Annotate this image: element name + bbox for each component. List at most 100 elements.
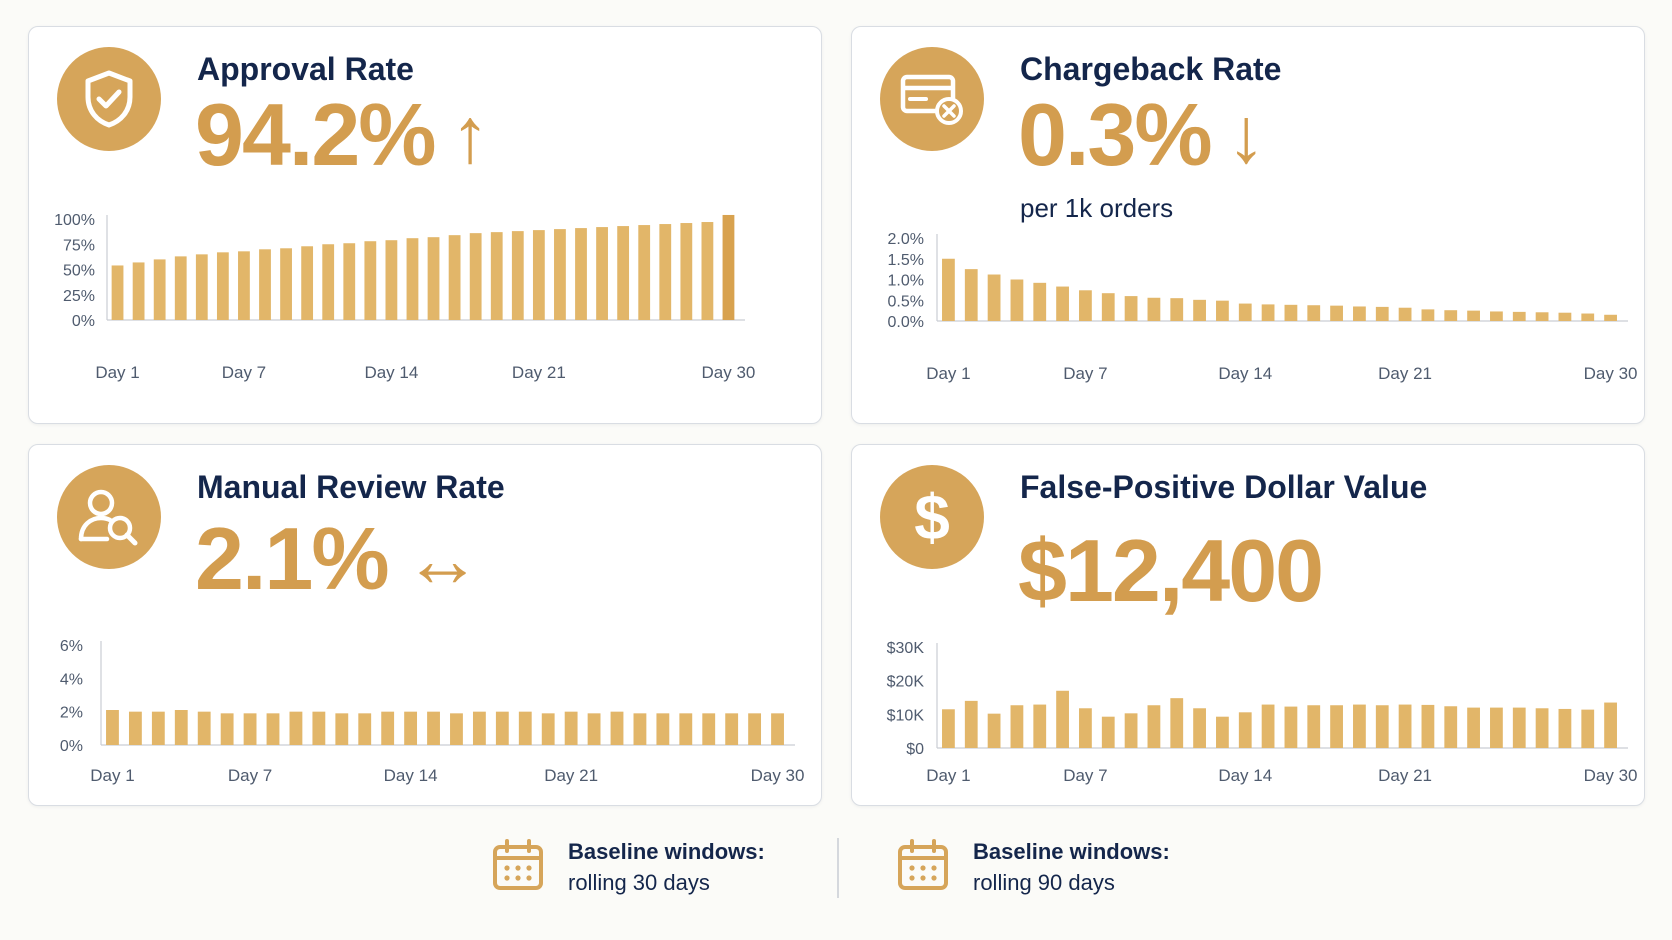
false-positive-dollar-value-row: $12,400 [1018, 527, 1324, 615]
x-tick-label: Day 21 [512, 363, 566, 382]
y-tick-label: 75% [63, 237, 95, 254]
bar [381, 711, 395, 745]
bar [1033, 282, 1047, 321]
bar [1490, 311, 1503, 321]
bar [195, 254, 208, 320]
bar [1490, 707, 1503, 748]
bar [633, 713, 647, 745]
bar [987, 274, 1001, 321]
bar [1512, 707, 1526, 748]
user-search-icon [57, 465, 161, 569]
y-tick-label: 50% [63, 263, 95, 280]
bar [942, 258, 955, 321]
x-tick-label: Day 21 [1378, 364, 1432, 383]
bar [174, 256, 187, 320]
baseline-30-detail: rolling 30 days [568, 870, 710, 895]
manual-review-rate-chart: 0% 2% 4% 6% Day 1 Day 7 Day 14 Day 21 Day 30 [60, 638, 805, 785]
dollar-icon: $ [880, 465, 984, 569]
x-tick-label: Day 30 [702, 363, 756, 382]
bar [427, 711, 440, 745]
bar [1444, 310, 1458, 321]
bar [364, 241, 377, 320]
footer-divider [837, 838, 839, 898]
bar [564, 711, 578, 745]
chargeback-rate-value: 0.3% [1018, 85, 1213, 184]
bar [343, 243, 356, 320]
bar [153, 259, 166, 320]
bar [532, 230, 545, 320]
bar [725, 713, 739, 745]
bar [1375, 705, 1389, 748]
bar [472, 711, 486, 745]
baseline-90-text: Baseline windows: rolling 90 days [973, 836, 1170, 898]
calendar-icon [897, 838, 949, 896]
bar [1079, 708, 1092, 748]
bar [1238, 712, 1252, 748]
y-tick-label: $0 [906, 741, 924, 758]
false-positive-dollar-title: False-Positive Dollar Value [1020, 469, 1428, 505]
bar [1147, 297, 1161, 321]
y-tick-label: 2% [60, 705, 83, 722]
manual-review-rate-title: Manual Review Rate [197, 469, 505, 505]
bar [1124, 296, 1138, 321]
bar [575, 228, 587, 320]
bar [722, 214, 735, 320]
bar [1307, 705, 1321, 748]
bar [1010, 279, 1024, 321]
y-tick-label: 0% [60, 738, 83, 755]
false-positive-dollar-card: $ False-Positive Dollar Value $12,400 $0… [851, 444, 1645, 806]
x-tick-label: Day 7 [228, 766, 272, 785]
bar [301, 246, 314, 320]
bar [1444, 706, 1458, 748]
bar [280, 248, 292, 320]
approval-rate-card: Approval Rate 94.2% ↑ 0% 25% 50% 75% 100% Day… [28, 26, 822, 424]
bar [1284, 706, 1298, 748]
bar [518, 711, 532, 745]
false-positive-dollar-chart: $0 $10K $20K $30K Day 1 Day 7 Day 14 Day 21 Day … [887, 640, 1638, 785]
y-tick-label: 1.5% [888, 252, 924, 269]
x-tick-label: Day 7 [1063, 766, 1107, 785]
bar [1033, 704, 1047, 748]
x-tick-label: Day 14 [364, 363, 418, 382]
bar [1170, 298, 1184, 321]
bar [1101, 293, 1115, 321]
approval-rate-value-row: 94.2% ↑ [195, 91, 490, 179]
bar [1353, 704, 1366, 748]
bar [1216, 716, 1229, 748]
bar [1261, 704, 1275, 748]
x-tick-label: Day 21 [1378, 766, 1432, 785]
bar [106, 710, 119, 745]
bar [197, 711, 211, 745]
bar [610, 711, 624, 745]
bar [987, 713, 1001, 748]
y-tick-label: 0% [72, 313, 95, 330]
baseline-30-days: Baseline windows: rolling 30 days [492, 836, 765, 898]
bar [771, 713, 784, 745]
approval-rate-chart: 0% 25% 50% 75% 100% Day 1 Day 7 Day 14 Day 21 Day… [54, 212, 756, 382]
trend-up-icon: ↑ [450, 91, 490, 179]
chargeback-rate-card: Chargeback Rate 0.3% ↓ per 1k orders 0.0… [851, 26, 1645, 424]
bar [617, 226, 630, 320]
bar [1330, 705, 1343, 748]
bar [111, 265, 124, 320]
bar [964, 700, 978, 748]
calendar-icon [492, 838, 544, 896]
bar [942, 709, 955, 748]
bar [1398, 307, 1412, 321]
y-tick-label: 0.0% [888, 314, 924, 331]
bar [406, 238, 419, 320]
bar [702, 713, 716, 745]
bar [656, 713, 670, 745]
manual-review-rate-value: 2.1% [195, 509, 390, 608]
bar [1581, 313, 1595, 321]
manual-review-rate-card: Manual Review Rate 2.1% ↔ 0% 2% 4% 6% Day 1 D… [28, 444, 822, 806]
bar [679, 713, 693, 745]
bar [1079, 290, 1092, 321]
baseline-90-detail: rolling 90 days [973, 870, 1115, 895]
bar [1558, 312, 1572, 321]
y-tick-label: 25% [63, 288, 95, 305]
bar [748, 713, 762, 745]
baseline-30-text: Baseline windows: rolling 30 days [568, 836, 765, 898]
chargeback-rate-chart: 0.0% 0.5% 1.0% 1.5% 2.0% Day 1 Day 7 Day 14 Day … [888, 231, 1638, 383]
bar [1193, 708, 1206, 748]
